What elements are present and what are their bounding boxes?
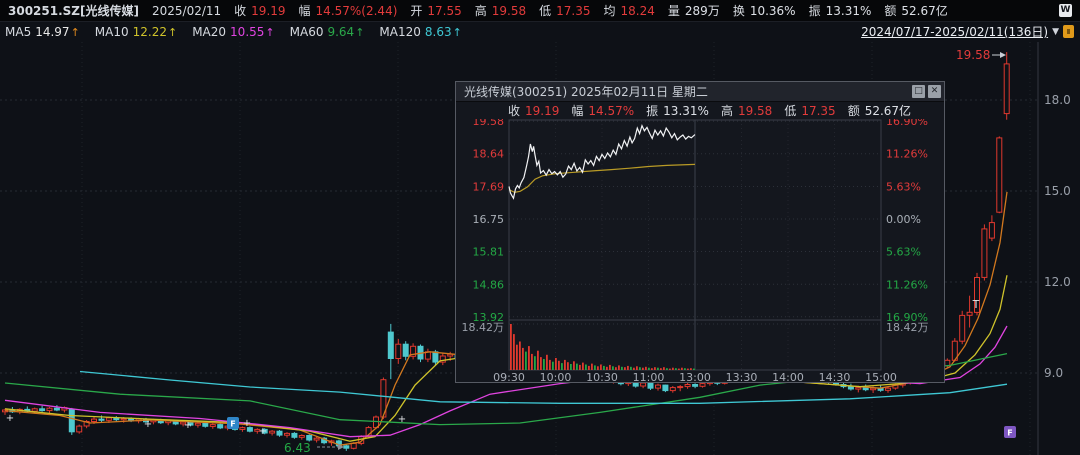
svg-text:5.63%: 5.63%	[886, 246, 921, 259]
stat-低: 低 17.35	[784, 104, 836, 118]
stat-高: 高 19.58	[720, 104, 773, 118]
svg-text:5.63%: 5.63%	[886, 181, 921, 194]
svg-text:12.0: 12.0	[1044, 275, 1071, 289]
stat-开: 开 17.55	[410, 4, 462, 18]
trade-date: 2025/02/11	[151, 3, 222, 18]
svg-text:18.64: 18.64	[473, 148, 505, 161]
intraday-lines	[508, 124, 696, 200]
svg-text:19.58: 19.58	[473, 119, 505, 128]
popup-window-buttons: □ ✕	[912, 85, 941, 98]
svg-text:10:00: 10:00	[540, 371, 572, 383]
ma-legend-row: MA5 14.97↑ MA10 12.22↑ MA20 10.55↑ MA60 9.64↑ MA…	[0, 22, 1080, 41]
svg-text:+: +	[184, 420, 192, 431]
window-mark-icon[interactable]: W	[1059, 4, 1072, 17]
svg-text:10:30: 10:30	[586, 371, 618, 383]
svg-text:F: F	[1007, 429, 1012, 438]
maximize-button[interactable]: □	[912, 85, 925, 98]
date-range-selector[interactable]: 2024/07/17-2025/02/11(136日)	[861, 25, 1049, 39]
svg-text:+: +	[243, 418, 251, 429]
svg-text:11.26%: 11.26%	[886, 278, 928, 291]
popup-stats-row: 收 19.19 幅 14.57% 振 13.31% 高 19.58 低 17.35 额 52.67亿	[456, 102, 944, 119]
intraday-volume-bars	[510, 324, 695, 370]
stat-高: 高 19.58	[474, 4, 527, 18]
top-info-bar: 300251.SZ[光线传媒] 2025/02/11 收 19.19 幅 14.57%…	[0, 0, 1080, 22]
annotations: 19.58 6.43 + + + + + + T F F	[6, 48, 1016, 455]
svg-text:14:00: 14:00	[772, 371, 804, 383]
stat-换: 换 10.36%	[732, 4, 796, 18]
svg-text:15.81: 15.81	[473, 246, 505, 259]
svg-text:16.75: 16.75	[473, 213, 505, 226]
svg-text:16.90%: 16.90%	[886, 311, 928, 324]
ma-legend-items: MA5 14.97↑ MA10 12.22↑ MA20 10.55↑ MA60 9.64↑ MA…	[5, 25, 462, 39]
stat-额: 额 52.67亿	[847, 104, 912, 118]
stat-均: 均 18.24	[603, 4, 655, 18]
svg-text:18.42万: 18.42万	[462, 321, 505, 334]
svg-text:0.00%: 0.00%	[886, 213, 921, 226]
chevron-down-icon[interactable]: ▼	[1052, 26, 1059, 37]
svg-text:+: +	[398, 414, 406, 425]
stat-振: 振 13.31%	[808, 4, 872, 18]
svg-text:6.43: 6.43	[284, 441, 311, 455]
topbar-stats: 收 19.19 幅 14.57%(2.44) 开 17.55 高 19.58 低 17.35 均 18…	[234, 2, 948, 19]
ma-legend-ma10: MA10 12.22↑	[94, 24, 178, 39]
stock-code[interactable]: 300251.SZ[光线传媒]	[8, 4, 139, 18]
svg-text:17.69: 17.69	[473, 181, 505, 194]
intraday-chart[interactable]: 19.58 16.90% 18.64 11.26% 17.69 5.63% 16.75 0.0…	[456, 115, 944, 384]
svg-text:13.92: 13.92	[473, 311, 505, 324]
popup-title-bar[interactable]: 光线传媒(300251) 2025年02月11日 星期二 □ ✕	[456, 82, 944, 102]
stat-振: 振 13.31%	[646, 104, 709, 118]
svg-text:11:00: 11:00	[633, 371, 665, 383]
svg-text:14:30: 14:30	[819, 371, 851, 383]
popup-title: 光线传媒(300251) 2025年02月11日 星期二	[464, 85, 708, 99]
svg-text:9.0: 9.0	[1044, 366, 1063, 380]
svg-text:16.90%: 16.90%	[886, 119, 928, 128]
svg-text:+: +	[144, 419, 152, 430]
svg-text:18.42万: 18.42万	[886, 321, 929, 334]
svg-text:F: F	[230, 420, 235, 429]
stat-量: 量 289万	[667, 4, 720, 18]
svg-text:14.86: 14.86	[473, 278, 505, 291]
ma-legend-ma20: MA20 10.55↑	[192, 24, 275, 39]
lock-icon	[1063, 25, 1074, 38]
stat-收: 收 19.19	[508, 104, 560, 118]
svg-text:15:00: 15:00	[865, 371, 897, 383]
stat-收: 收 19.19	[234, 4, 286, 18]
svg-text:11.26%: 11.26%	[886, 148, 928, 161]
svg-text:+: +	[259, 426, 267, 437]
ma-legend-ma120: MA120 8.63↑	[379, 24, 462, 39]
svg-text:13:00: 13:00	[679, 371, 711, 383]
svg-text:15.0: 15.0	[1044, 184, 1071, 198]
svg-text:T: T	[972, 298, 980, 311]
close-button[interactable]: ✕	[928, 85, 941, 98]
ma-legend-ma5: MA5 14.97↑	[5, 24, 80, 39]
svg-text:+: +	[6, 413, 14, 424]
date-range-wrap: 2024/07/17-2025/02/11(136日) ▼	[861, 23, 1074, 40]
svg-text:13:30: 13:30	[726, 371, 758, 383]
intraday-grid: 19.58 16.90% 18.64 11.26% 17.69 5.63% 16.75 0.0…	[462, 115, 929, 384]
svg-text:18.0: 18.0	[1044, 93, 1071, 107]
svg-text:09:30: 09:30	[493, 371, 525, 383]
intraday-popup: 光线传媒(300251) 2025年02月11日 星期二 □ ✕ 收 19.19 幅 1…	[455, 81, 945, 384]
stat-幅: 幅 14.57%	[571, 104, 635, 118]
ma-legend-ma60: MA60 9.64↑	[289, 24, 365, 39]
stat-低: 低 17.35	[539, 4, 591, 18]
stat-额: 额 52.67亿	[884, 4, 948, 18]
svg-text:19.58: 19.58	[956, 48, 990, 62]
stat-幅: 幅 14.57%(2.44)	[298, 4, 398, 18]
